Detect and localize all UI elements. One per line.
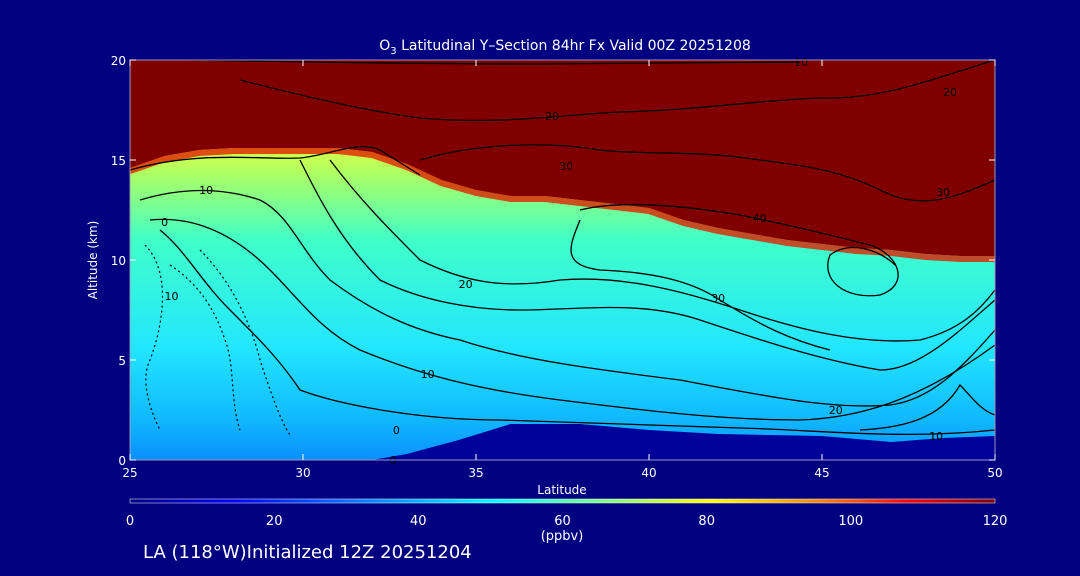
y-tick-label: 5 [118, 354, 126, 368]
colorbar-tick-label: 80 [698, 514, 715, 529]
contour-line [139, 189, 996, 407]
colorbar-tick-label: 60 [554, 514, 571, 529]
x-tick-label: 50 [987, 466, 1002, 480]
contour-label: 0 [161, 216, 168, 229]
contour-line [129, 146, 421, 176]
colorbar-unit-label: (ppbv) [541, 529, 584, 544]
contour-label: 20 [545, 110, 559, 123]
dotted-contour [144, 244, 164, 431]
x-tick-label: 35 [468, 466, 483, 480]
colorbar-tick-label: 120 [983, 514, 1008, 529]
contour-line [329, 159, 996, 342]
contour-label: 10 [929, 430, 943, 443]
stratospheric-ozone-region [130, 60, 995, 256]
tropopause-transition [129, 148, 995, 262]
x-axis-label: Latitude [537, 483, 586, 497]
contour-label: 20 [943, 86, 957, 99]
contour-label: 10 [794, 56, 808, 69]
y-tick-label: 15 [111, 154, 126, 168]
dotted-contour [169, 264, 241, 431]
colorbar: 0 20 40 60 80 100 120 (ppbv) [126, 498, 1008, 544]
contour-line [189, 59, 801, 65]
contour-label: 20 [829, 404, 843, 417]
contour-line [159, 229, 996, 435]
contour-line [299, 159, 996, 371]
x-tick-label: 30 [295, 466, 310, 480]
colorbar-tick-label: 40 [410, 514, 427, 529]
contour-label: 40 [753, 212, 767, 225]
x-tick-label: 40 [641, 466, 656, 480]
contour-label: 0 [393, 424, 400, 437]
contour-line [239, 59, 996, 122]
contour-label: 30 [559, 160, 573, 173]
dotted-contour [199, 249, 291, 436]
terrain-region [130, 424, 995, 460]
contour-line [570, 219, 831, 351]
colorbar-tick-label: 20 [266, 514, 283, 529]
x-axis-ticks: 25 30 35 40 45 50 [122, 60, 1003, 480]
y-axis-label: Altitude (km) [86, 221, 100, 300]
contour-label: 10 [165, 290, 179, 303]
chart-title: O3 Latitudinal Y–Section 84hr Fx Valid 0… [379, 38, 751, 57]
colorbar-strip [129, 498, 996, 504]
contour-line [859, 383, 996, 431]
colorbar-tick-label: 100 [838, 514, 863, 529]
contour-label: 30 [711, 292, 725, 305]
contour-label: 10 [199, 184, 213, 197]
y-tick-label: 20 [111, 54, 126, 68]
y-tick-label: 0 [118, 454, 126, 468]
y-axis-ticks: 0 5 10 15 20 [111, 54, 995, 468]
contour-lines [129, 59, 996, 435]
x-tick-label: 25 [122, 466, 137, 480]
contour-label: 20 [459, 278, 473, 291]
colorbar-tick-label: 0 [126, 514, 134, 529]
colorbar-ticks: 0 20 40 60 80 100 120 [126, 514, 1008, 529]
x-tick-label: 45 [814, 466, 829, 480]
contour-line [419, 144, 996, 202]
contour-line [149, 218, 996, 421]
footer-caption: LA (118°W)Initialized 12Z 20251204 [143, 542, 472, 563]
y-tick-label: 10 [111, 254, 126, 268]
dotted-contours [144, 244, 291, 436]
contour-label: 30 [936, 186, 950, 199]
contour-label: 10 [421, 368, 435, 381]
contour-line [579, 203, 899, 297]
